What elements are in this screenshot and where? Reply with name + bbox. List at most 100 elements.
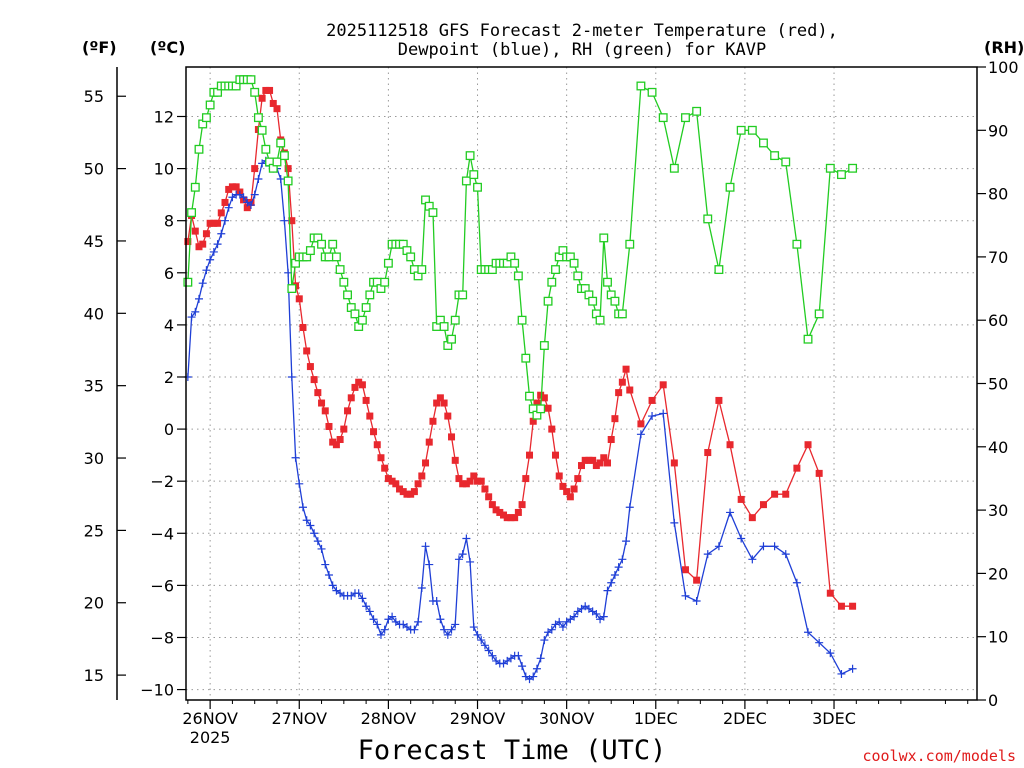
data-point-temp — [225, 185, 233, 193]
fahrenheit-tick-label: 55 — [84, 87, 104, 106]
rh-tick-label: 70 — [988, 248, 1008, 267]
data-point-temp — [611, 415, 619, 423]
data-point-dewpoint — [376, 630, 385, 639]
celsius-tick-label: −4 — [150, 524, 174, 543]
data-point-rh — [261, 144, 271, 154]
data-point-rh — [383, 258, 393, 268]
data-point-dewpoint — [770, 542, 779, 551]
data-point-dewpoint — [804, 628, 813, 637]
data-point-temp — [589, 456, 597, 464]
data-point-temp — [607, 436, 615, 444]
data-point-dewpoint — [469, 623, 478, 632]
celsius-tick-label: 2 — [164, 368, 174, 387]
data-point-rh — [324, 252, 334, 262]
data-point-temp — [295, 295, 303, 303]
data-point-temp — [418, 472, 426, 480]
data-point-rh — [250, 87, 260, 97]
data-point-temp — [362, 396, 370, 404]
data-point-rh — [539, 341, 549, 350]
data-point-temp — [704, 449, 712, 457]
data-point-rh — [357, 315, 367, 325]
data-point-dewpoint — [239, 193, 248, 202]
data-point-dewpoint — [599, 612, 608, 621]
data-point-temp — [377, 454, 385, 462]
chart-title-line2: Dewpoint (blue), RH (green) for KAVP — [398, 40, 766, 60]
chart-title-line1: 2025112518 GFS Forecast 2-meter Temperat… — [326, 21, 838, 41]
data-point-temp — [351, 383, 359, 391]
series-dewpoint — [183, 156, 857, 684]
data-point-dewpoint — [421, 542, 430, 551]
data-point-temp — [488, 501, 496, 509]
data-point-temp — [533, 399, 541, 407]
data-point-dewpoint — [555, 617, 564, 626]
data-point-dewpoint — [536, 654, 545, 663]
data-point-rh — [603, 277, 612, 287]
data-point-rh — [339, 277, 349, 287]
data-point-temp — [310, 376, 318, 384]
rh-tick-label: 60 — [988, 311, 1008, 330]
data-point-rh — [305, 246, 315, 256]
data-point-temp — [477, 477, 485, 485]
time-tick-label: 27NOV — [271, 709, 327, 728]
data-point-dewpoint — [726, 508, 735, 517]
data-point-rh — [205, 100, 215, 110]
data-point-rh — [825, 163, 835, 173]
data-point-temp — [381, 464, 389, 472]
fahrenheit-unit-label: (ºF) — [82, 38, 117, 57]
celsius-tick-label: −2 — [150, 472, 174, 491]
data-point-dewpoint — [451, 620, 460, 629]
data-point-temp — [615, 389, 623, 397]
data-point-rh — [759, 138, 768, 148]
data-point-rh — [588, 296, 598, 306]
data-point-temp — [355, 378, 363, 386]
data-point-dewpoint — [291, 453, 300, 462]
data-point-temp — [358, 381, 366, 389]
data-point-dewpoint — [425, 560, 434, 569]
time-tick-label: 26NOV — [182, 709, 238, 728]
data-point-dewpoint — [737, 534, 746, 543]
rh-tick-label: 30 — [988, 501, 1008, 520]
data-point-dewpoint — [484, 646, 493, 655]
data-point-temp — [466, 477, 474, 485]
data-point-rh — [703, 214, 713, 224]
data-point-rh — [447, 334, 456, 344]
data-point-temp — [403, 490, 411, 498]
data-point-temp — [347, 394, 355, 402]
data-point-rh — [714, 265, 724, 275]
data-point-rh — [610, 296, 620, 306]
data-point-rh — [803, 334, 813, 344]
data-point-dewpoint — [473, 630, 482, 639]
celsius-tick-label: 12 — [154, 107, 174, 126]
celsius-tick-label: 4 — [164, 316, 174, 335]
data-point-temp — [737, 495, 745, 503]
data-point-rh — [183, 277, 193, 287]
data-point-temp — [837, 602, 845, 610]
data-point-dewpoint — [432, 597, 441, 606]
data-point-temp — [314, 389, 322, 397]
data-point-dewpoint — [781, 550, 790, 559]
data-point-dewpoint — [692, 597, 701, 606]
data-point-dewpoint — [618, 555, 627, 564]
data-point-temp — [191, 227, 199, 235]
data-point-rh — [246, 75, 256, 85]
rh-tick-label: 90 — [988, 121, 1008, 140]
data-point-rh — [461, 176, 471, 186]
series-rh — [183, 75, 858, 420]
data-point-temp — [266, 86, 274, 94]
data-point-dewpoint — [417, 583, 426, 592]
data-point-rh — [658, 113, 668, 123]
fahrenheit-tick-label: 30 — [84, 449, 104, 468]
fahrenheit-tick-label: 15 — [84, 666, 104, 685]
data-point-dewpoint — [458, 550, 467, 559]
data-point-dewpoint — [213, 240, 222, 249]
data-point-dewpoint — [354, 589, 363, 598]
data-point-rh — [569, 258, 579, 268]
data-point-dewpoint — [295, 479, 304, 488]
data-point-temp — [436, 394, 444, 402]
data-point-temp — [251, 165, 259, 173]
data-point-temp — [563, 488, 571, 496]
data-point-rh — [279, 151, 289, 161]
data-point-rh — [201, 113, 211, 123]
data-point-rh — [473, 182, 482, 192]
